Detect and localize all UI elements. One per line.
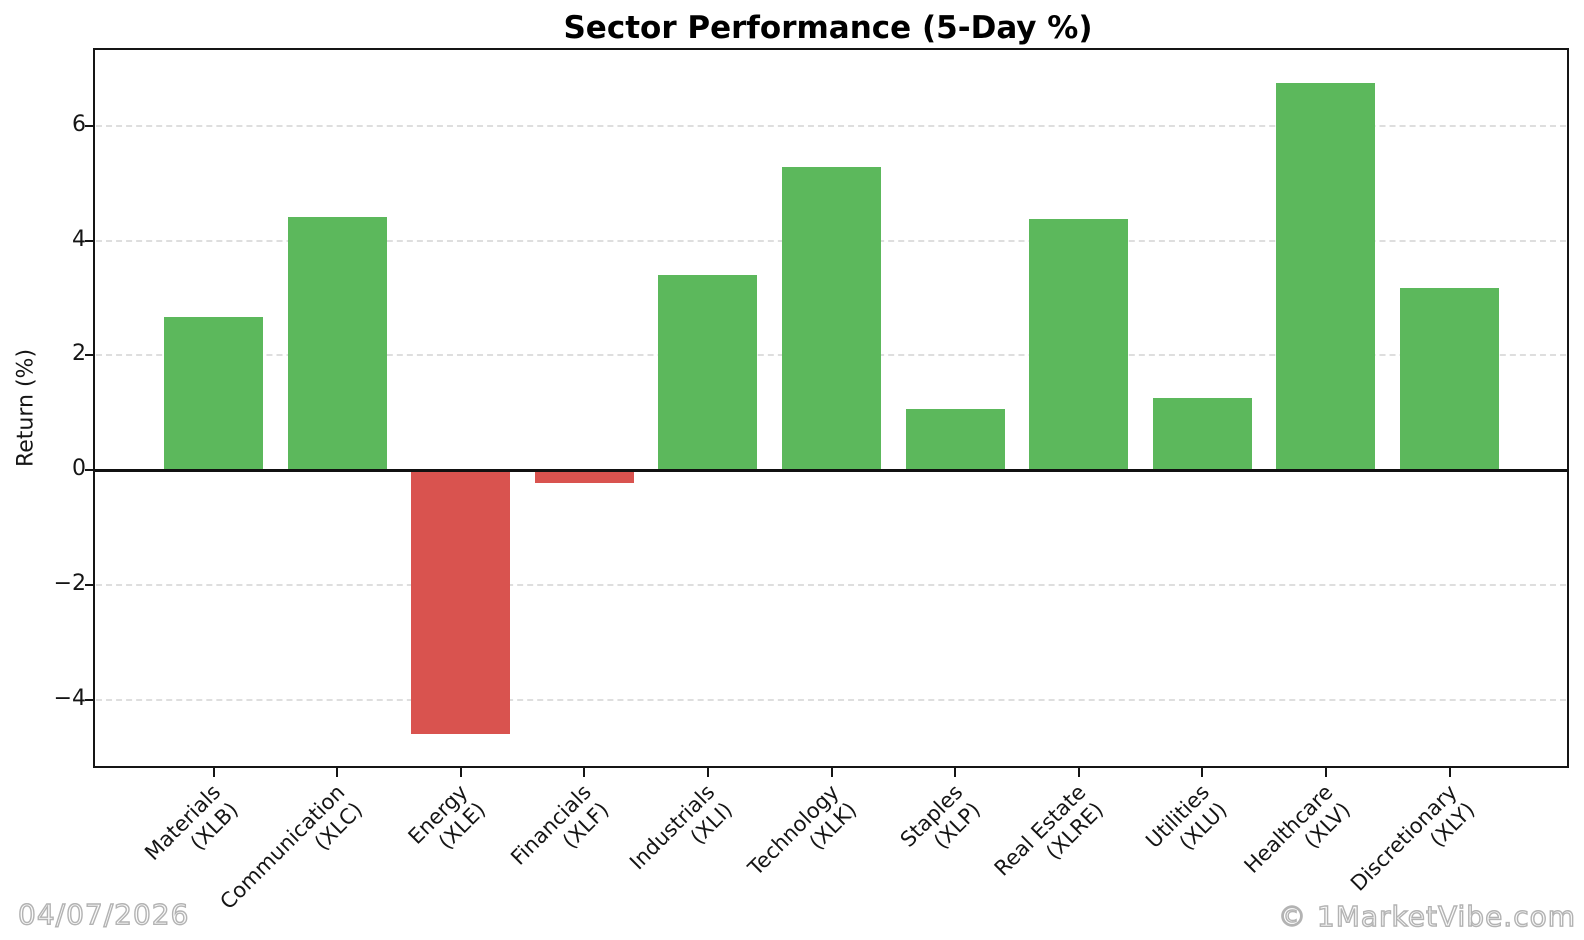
y-tick — [85, 584, 93, 587]
x-tick-label: Energy (XLE) — [404, 780, 491, 867]
date-watermark: 04/07/2026 — [17, 897, 190, 931]
y-tick-label: 6 — [72, 111, 86, 137]
x-tick — [1324, 768, 1327, 777]
y-tick — [85, 354, 93, 357]
x-tick — [583, 768, 586, 777]
y-tick-label: 2 — [72, 341, 86, 367]
gridline — [96, 584, 1566, 587]
x-tick — [336, 768, 339, 777]
x-tick-label: Materials (XLB) — [140, 780, 243, 883]
bar — [1152, 397, 1252, 471]
y-tick-label: −4 — [53, 685, 86, 711]
gridline — [96, 124, 1566, 127]
x-tick-label: Financials (XLF) — [507, 780, 615, 888]
bar — [905, 409, 1005, 471]
x-tick-label: Real Estate (XLRE) — [990, 780, 1109, 899]
y-tick — [85, 698, 93, 701]
y-tick — [85, 469, 93, 472]
x-tick — [830, 768, 833, 777]
x-tick-label: Utilities (XLU) — [1141, 780, 1232, 871]
y-tick-label: 4 — [72, 226, 86, 252]
right-spine — [1567, 50, 1569, 768]
top-spine — [93, 48, 1569, 50]
bar — [658, 275, 758, 471]
x-axis-spine — [93, 766, 1569, 768]
x-tick — [954, 768, 957, 777]
x-tick-label: Discretionary (XLY) — [1346, 780, 1480, 914]
brand-watermark: © 1MarketVibe.com — [1277, 899, 1576, 933]
bar — [534, 470, 634, 483]
bar — [782, 166, 881, 471]
x-tick — [706, 768, 709, 777]
chart-title: Sector Performance (5-Day %) — [563, 10, 1093, 46]
bar — [1276, 83, 1376, 471]
x-tick-label: Industrials (XLI) — [626, 780, 738, 892]
x-tick-label: Staples (XLP) — [895, 780, 985, 870]
x-tick — [212, 768, 215, 777]
bar — [287, 216, 387, 471]
x-tick-label: Communication (XLC) — [215, 780, 367, 932]
bar — [1029, 219, 1129, 471]
x-tick — [1077, 768, 1080, 777]
y-tick-label: 0 — [72, 456, 86, 482]
x-tick — [1448, 768, 1451, 777]
x-tick-label: Technology (XLK) — [743, 780, 861, 898]
y-tick-label: −2 — [53, 571, 86, 597]
gridline — [96, 698, 1566, 701]
y-tick — [85, 239, 93, 242]
y-axis-spine — [93, 50, 95, 768]
bar — [411, 470, 511, 735]
zero-line — [95, 468, 1567, 472]
y-tick — [85, 124, 93, 127]
bar — [1400, 287, 1499, 471]
x-tick-label: Healthcare (XLV) — [1240, 780, 1356, 896]
x-tick — [1201, 768, 1204, 777]
x-tick — [459, 768, 462, 777]
bar — [164, 316, 263, 471]
y-axis-title: Return (%) — [13, 348, 39, 468]
